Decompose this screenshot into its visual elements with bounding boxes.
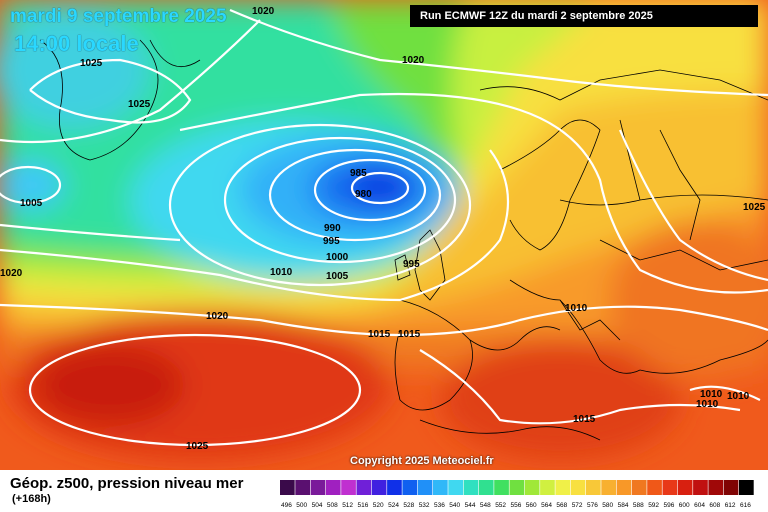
scale-swatch (371, 480, 387, 495)
label-1025-b: 1025 (128, 99, 151, 110)
scale-swatch (494, 480, 509, 495)
scale-swatch (509, 480, 525, 495)
scale-swatch (723, 480, 739, 495)
label-1015-b: 1015 (398, 329, 421, 340)
label-1015-a: 1015 (368, 329, 391, 340)
scale-tick-label: 572 (572, 502, 583, 509)
scale-tick-label: 516 (358, 502, 369, 509)
scale-swatch (739, 480, 754, 495)
scale-swatch (310, 480, 326, 495)
label-1010-a: 1010 (270, 267, 293, 278)
forecast-date: mardi 9 septembre 2025 (10, 6, 227, 27)
scale-tick-label: 568 (556, 502, 567, 509)
scale-swatch (478, 480, 494, 495)
scale-swatch (631, 480, 647, 495)
legend-label: Géop. z500, pression niveau mer (10, 475, 244, 492)
scale-tick-label: 604 (694, 502, 705, 509)
scale-tick-label: 540 (449, 502, 460, 509)
forecast-map: 1020 1025 1025 1020 1005 985 980 990 995… (0, 0, 768, 470)
scale-swatch (402, 480, 418, 495)
label-1010-e: 1010 (727, 391, 750, 402)
scale-tick-label: 580 (602, 502, 613, 509)
scale-tick-label: 500 (296, 502, 307, 509)
label-1020-w: 1020 (0, 268, 23, 279)
color-scale: 496 500 504 508 512 516 520 524 528 532 536 540 544 5… (280, 480, 754, 509)
scale-tick-label: 508 (327, 502, 338, 509)
scale-swatch (295, 480, 310, 495)
scale-swatch (616, 480, 632, 495)
label-1025-south: 1025 (186, 441, 209, 452)
scale-swatch (356, 480, 372, 495)
label-1020-top: 1020 (252, 6, 275, 17)
scale-tick-label: 556 (511, 502, 522, 509)
scale-tick-label: 564 (541, 502, 552, 509)
scale-swatch (325, 480, 341, 495)
label-1010-c: 1010 (700, 389, 723, 400)
scale-tick-label: 528 (403, 502, 414, 509)
label-1025-a: 1025 (80, 58, 103, 69)
scale-swatch (280, 480, 295, 495)
scale-swatch (463, 480, 479, 495)
scale-tick-label: 616 (740, 502, 751, 509)
scale-tick-label: 524 (388, 502, 399, 509)
scale-tick-label: 496 (281, 502, 292, 509)
forecast-time: 14:00 locale (14, 31, 139, 56)
scale-swatch (540, 480, 555, 495)
scale-tick-label: 592 (648, 502, 659, 509)
scale-tick-label: 588 (633, 502, 644, 509)
scale-swatch (387, 480, 402, 495)
scale-tick-label: 544 (465, 502, 476, 509)
scale-tick-label: 560 (526, 502, 537, 509)
scale-swatch (693, 480, 708, 495)
label-1000: 1000 (326, 252, 349, 263)
isobars (0, 8, 768, 447)
label-1010-b: 1010 (565, 303, 588, 314)
scale-tick-label: 520 (373, 502, 384, 509)
label-990: 990 (324, 223, 341, 234)
label-1020-mid: 1020 (206, 311, 229, 322)
label-1015-south: 1015 (573, 414, 596, 425)
scale-tick-label: 512 (342, 502, 353, 509)
legend-lead: (+168h) (12, 493, 51, 505)
label-1020-ne: 1020 (402, 55, 425, 66)
label-1010-d: 1010 (696, 399, 719, 410)
scale-tick-label: 576 (587, 502, 598, 509)
scale-swatch (708, 480, 724, 495)
pressure-centers: 1020 1025 1025 1020 1005 985 980 990 995… (0, 6, 766, 452)
scale-swatch (662, 480, 678, 495)
label-1025-east: 1025 (743, 202, 766, 213)
scale-tick-label: 596 (664, 502, 675, 509)
scale-tick-label: 552 (495, 502, 506, 509)
scale-swatch (417, 480, 433, 495)
scale-tick-label: 536 (434, 502, 445, 509)
label-1005-c: 1005 (326, 271, 349, 282)
label-980: 980 (355, 189, 372, 200)
scale-swatch (586, 480, 601, 495)
scale-tick-label: 532 (419, 502, 430, 509)
label-1005-west: 1005 (20, 198, 43, 209)
scale-swatch (601, 480, 616, 495)
label-985: 985 (350, 168, 367, 179)
scale-tick-label: 608 (709, 502, 720, 509)
scale-tick-label: 504 (312, 502, 323, 509)
scale-swatch (677, 480, 693, 495)
scale-swatch (433, 480, 448, 495)
run-info: Run ECMWF 12Z du mardi 2 septembre 2025 (410, 5, 758, 27)
scale-swatch (555, 480, 571, 495)
scale-swatch (448, 480, 463, 495)
scale-swatch (341, 480, 356, 495)
scale-swatch (524, 480, 540, 495)
scale-tick-label: 600 (679, 502, 690, 509)
label-995-b: 995 (403, 259, 420, 270)
scale-swatch (647, 480, 662, 495)
label-995-a: 995 (323, 236, 340, 247)
scale-tick-label: 584 (618, 502, 629, 509)
scale-swatch (570, 480, 586, 495)
scale-tick-label: 548 (480, 502, 491, 509)
copyright: Copyright 2025 Meteociel.fr (350, 455, 494, 467)
scale-tick-label: 612 (725, 502, 736, 509)
